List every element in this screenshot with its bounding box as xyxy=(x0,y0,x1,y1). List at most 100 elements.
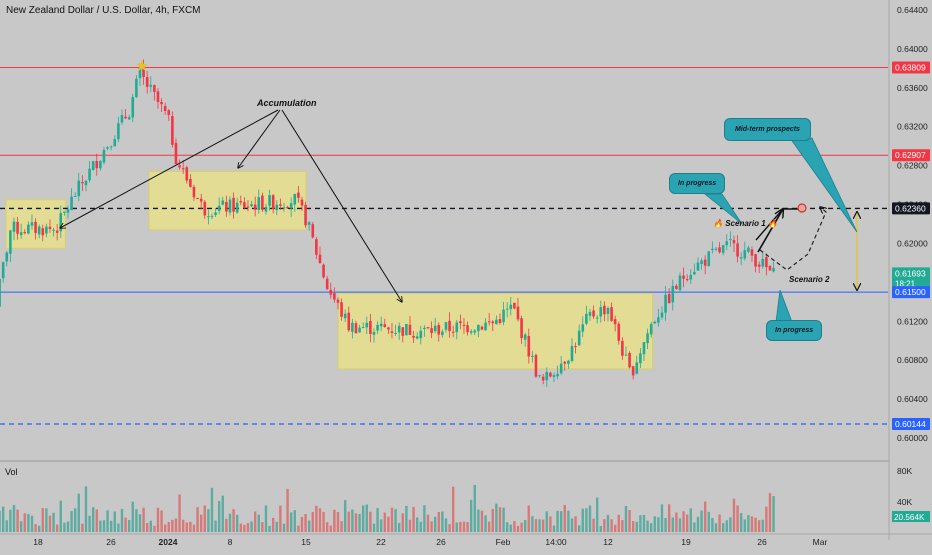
candle-body[interactable] xyxy=(48,226,52,229)
candle-body[interactable] xyxy=(563,361,567,364)
candle-body[interactable] xyxy=(163,105,167,111)
candle-body[interactable] xyxy=(102,149,106,163)
candle-body[interactable] xyxy=(577,330,581,346)
candle-body[interactable] xyxy=(527,335,531,357)
candle-body[interactable] xyxy=(257,197,261,210)
candle-body[interactable] xyxy=(279,204,282,206)
candle-body[interactable] xyxy=(444,322,448,330)
candle-body[interactable] xyxy=(678,275,682,291)
candle-body[interactable] xyxy=(426,327,430,329)
candle-body[interactable] xyxy=(599,307,603,317)
candle-body[interactable] xyxy=(192,186,196,198)
candle-body[interactable] xyxy=(739,257,743,259)
candle-body[interactable] xyxy=(581,324,585,332)
candle-body[interactable] xyxy=(217,205,221,211)
candle-body[interactable] xyxy=(448,320,451,332)
candle-body[interactable] xyxy=(657,317,660,323)
candle-body[interactable] xyxy=(711,248,714,251)
candle-body[interactable] xyxy=(534,354,538,377)
candle-body[interactable] xyxy=(397,325,401,333)
candle-body[interactable] xyxy=(696,262,700,271)
candle-body[interactable] xyxy=(498,319,502,323)
candle-body[interactable] xyxy=(55,230,59,233)
candle-body[interactable] xyxy=(725,241,729,246)
candle-body[interactable] xyxy=(225,201,228,212)
candle-body[interactable] xyxy=(671,285,675,303)
candle-body[interactable] xyxy=(120,115,124,123)
candle-body[interactable] xyxy=(729,239,732,241)
candle-body[interactable] xyxy=(138,67,142,79)
candle-body[interactable] xyxy=(181,168,185,170)
candle-body[interactable] xyxy=(12,221,16,232)
candle-body[interactable] xyxy=(642,342,646,355)
candle-body[interactable] xyxy=(30,222,34,226)
candle-body[interactable] xyxy=(613,319,617,325)
candle-body[interactable] xyxy=(361,327,365,329)
candle-body[interactable] xyxy=(297,192,300,198)
candle-body[interactable] xyxy=(45,226,48,234)
accumulation-zone[interactable] xyxy=(337,292,654,370)
candle-body[interactable] xyxy=(433,325,437,332)
candle-body[interactable] xyxy=(99,160,102,169)
candle-body[interactable] xyxy=(765,257,768,268)
candle-body[interactable] xyxy=(750,249,754,256)
candle-body[interactable] xyxy=(387,327,390,330)
candle-body[interactable] xyxy=(286,206,289,209)
candle-body[interactable] xyxy=(621,340,624,356)
candle-body[interactable] xyxy=(664,294,667,313)
candle-body[interactable] xyxy=(516,306,520,320)
target-icon[interactable] xyxy=(797,203,807,213)
candle-body[interactable] xyxy=(441,331,444,335)
candle-body[interactable] xyxy=(437,325,441,335)
candle-body[interactable] xyxy=(124,116,127,119)
candle-body[interactable] xyxy=(9,230,12,254)
candle-body[interactable] xyxy=(178,165,181,168)
candle-body[interactable] xyxy=(153,85,156,92)
candle-body[interactable] xyxy=(142,67,145,77)
candle-body[interactable] xyxy=(743,250,747,259)
candle-body[interactable] xyxy=(37,226,41,235)
candle-body[interactable] xyxy=(689,274,693,280)
candle-body[interactable] xyxy=(59,213,63,232)
candle-body[interactable] xyxy=(207,216,210,218)
candle-body[interactable] xyxy=(628,352,631,368)
candle-body[interactable] xyxy=(675,285,678,289)
candle-body[interactable] xyxy=(559,363,563,374)
candle-body[interactable] xyxy=(358,327,361,333)
candle-body[interactable] xyxy=(0,278,1,307)
candle-body[interactable] xyxy=(703,259,707,266)
candle-body[interactable] xyxy=(405,324,408,336)
candle-body[interactable] xyxy=(372,331,376,335)
candle-body[interactable] xyxy=(300,199,304,206)
candle-body[interactable] xyxy=(106,147,109,149)
candle-body[interactable] xyxy=(477,325,480,332)
candle-body[interactable] xyxy=(473,330,477,333)
candle-body[interactable] xyxy=(322,264,325,278)
candle-body[interactable] xyxy=(127,117,131,120)
candle-body[interactable] xyxy=(732,240,736,244)
candle-body[interactable] xyxy=(757,264,761,267)
candle-body[interactable] xyxy=(480,326,484,330)
candle-body[interactable] xyxy=(549,372,552,377)
candle-body[interactable] xyxy=(383,324,387,327)
candle-body[interactable] xyxy=(264,206,268,212)
candle-body[interactable] xyxy=(41,228,45,236)
candle-body[interactable] xyxy=(379,323,383,327)
candle-body[interactable] xyxy=(171,116,174,145)
candle-body[interactable] xyxy=(221,200,225,205)
candle-body[interactable] xyxy=(235,202,239,213)
candle-body[interactable] xyxy=(682,275,685,279)
candle-body[interactable] xyxy=(318,254,322,264)
candle-body[interactable] xyxy=(646,333,649,344)
candle-body[interactable] xyxy=(466,325,469,333)
candle-body[interactable] xyxy=(329,289,333,295)
candle-body[interactable] xyxy=(639,353,642,364)
candle-body[interactable] xyxy=(376,324,379,331)
candle-body[interactable] xyxy=(412,335,415,338)
candle-body[interactable] xyxy=(333,293,336,300)
candle-body[interactable] xyxy=(721,245,725,253)
candle-body[interactable] xyxy=(19,232,23,235)
candle-body[interactable] xyxy=(667,293,671,304)
candle-body[interactable] xyxy=(714,248,718,250)
candle-body[interactable] xyxy=(81,182,84,184)
